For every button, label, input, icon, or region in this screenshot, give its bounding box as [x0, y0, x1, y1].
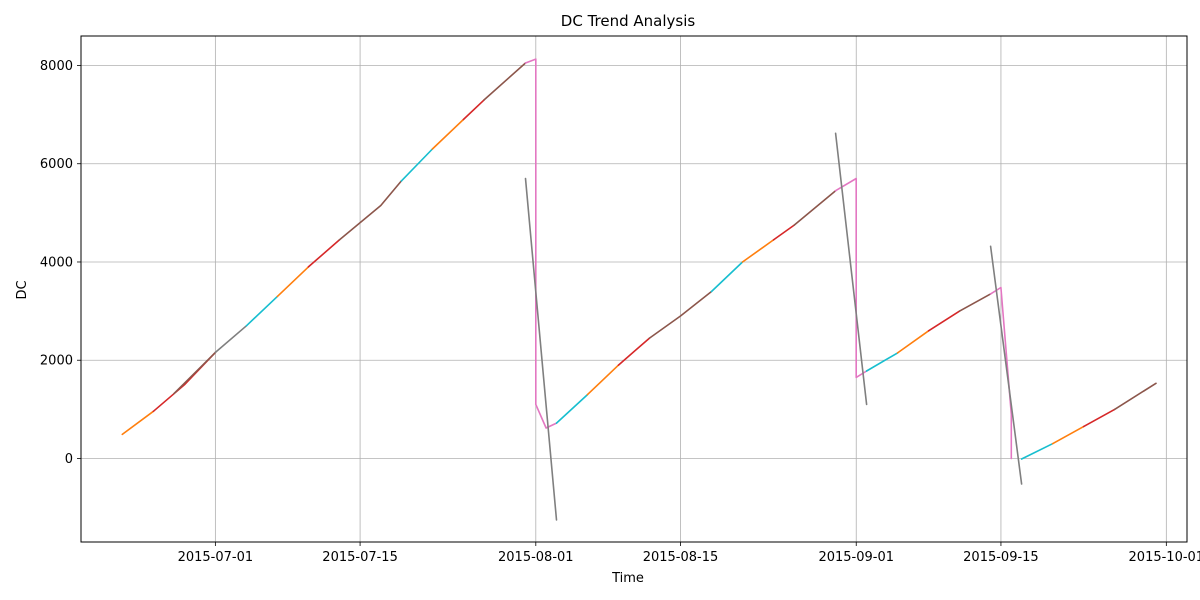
y-tick-label: 6000 — [40, 157, 73, 172]
series-line-25 — [865, 352, 899, 372]
series-line-15 — [555, 393, 589, 424]
y-tick-label: 4000 — [40, 255, 73, 270]
series-line-11 — [462, 99, 485, 121]
series-line-1 — [121, 410, 155, 436]
x-tick-label: 2015-07-15 — [322, 550, 398, 565]
series-line-19 — [710, 261, 744, 293]
series-line-26 — [896, 329, 930, 354]
series-line-24 — [834, 132, 868, 406]
series-line-20 — [741, 239, 775, 263]
series-line-21 — [772, 224, 796, 241]
series-line-33 — [1082, 408, 1116, 428]
y-axis-ticks: 0 2000 4000 6000 8000 — [40, 59, 81, 467]
series-line-6 — [276, 266, 310, 298]
series-line-14 — [524, 177, 558, 521]
chart-title: DC Trend Analysis — [561, 12, 696, 30]
plot-series — [121, 58, 1157, 521]
series-line-23 — [834, 177, 868, 379]
x-tick-label: 2015-10-01 — [1129, 550, 1200, 565]
series-line-4 — [214, 324, 248, 354]
series-line-32 — [1051, 425, 1085, 445]
series-line-22 — [793, 189, 837, 226]
series-line-18 — [648, 290, 713, 339]
series-line-17 — [617, 337, 651, 366]
x-axis-ticks: 2015-07-01 2015-07-15 2015-08-01 2015-08-15… — [178, 542, 1200, 565]
y-axis-label: DC — [15, 280, 30, 299]
y-tick-label: 0 — [65, 452, 73, 467]
x-axis-label: Time — [611, 571, 644, 586]
series-line-34 — [1113, 382, 1157, 411]
x-tick-label: 2015-09-01 — [818, 550, 894, 565]
series-line-28 — [958, 293, 992, 312]
y-tick-label: 8000 — [40, 59, 73, 74]
series-line-31 — [1020, 442, 1054, 460]
x-tick-label: 2015-08-01 — [498, 550, 574, 565]
series-line-3 — [173, 351, 217, 395]
plot-frame — [80, 35, 1188, 543]
series-line-8 — [338, 180, 403, 241]
series-line-16 — [586, 364, 620, 396]
series-line-30 — [989, 245, 1023, 485]
x-tick-label: 2015-07-01 — [178, 550, 254, 565]
x-tick-label: 2015-09-15 — [963, 550, 1039, 565]
series-line-7 — [307, 239, 341, 268]
series-line-10 — [431, 118, 465, 150]
series-line-27 — [927, 310, 961, 332]
x-tick-label: 2015-08-15 — [643, 550, 719, 565]
series-line-12 — [483, 62, 527, 101]
series-line-9 — [400, 148, 434, 182]
series-line-29 — [989, 286, 1013, 460]
y-tick-label: 2000 — [40, 354, 73, 369]
series-line-5 — [245, 295, 279, 327]
